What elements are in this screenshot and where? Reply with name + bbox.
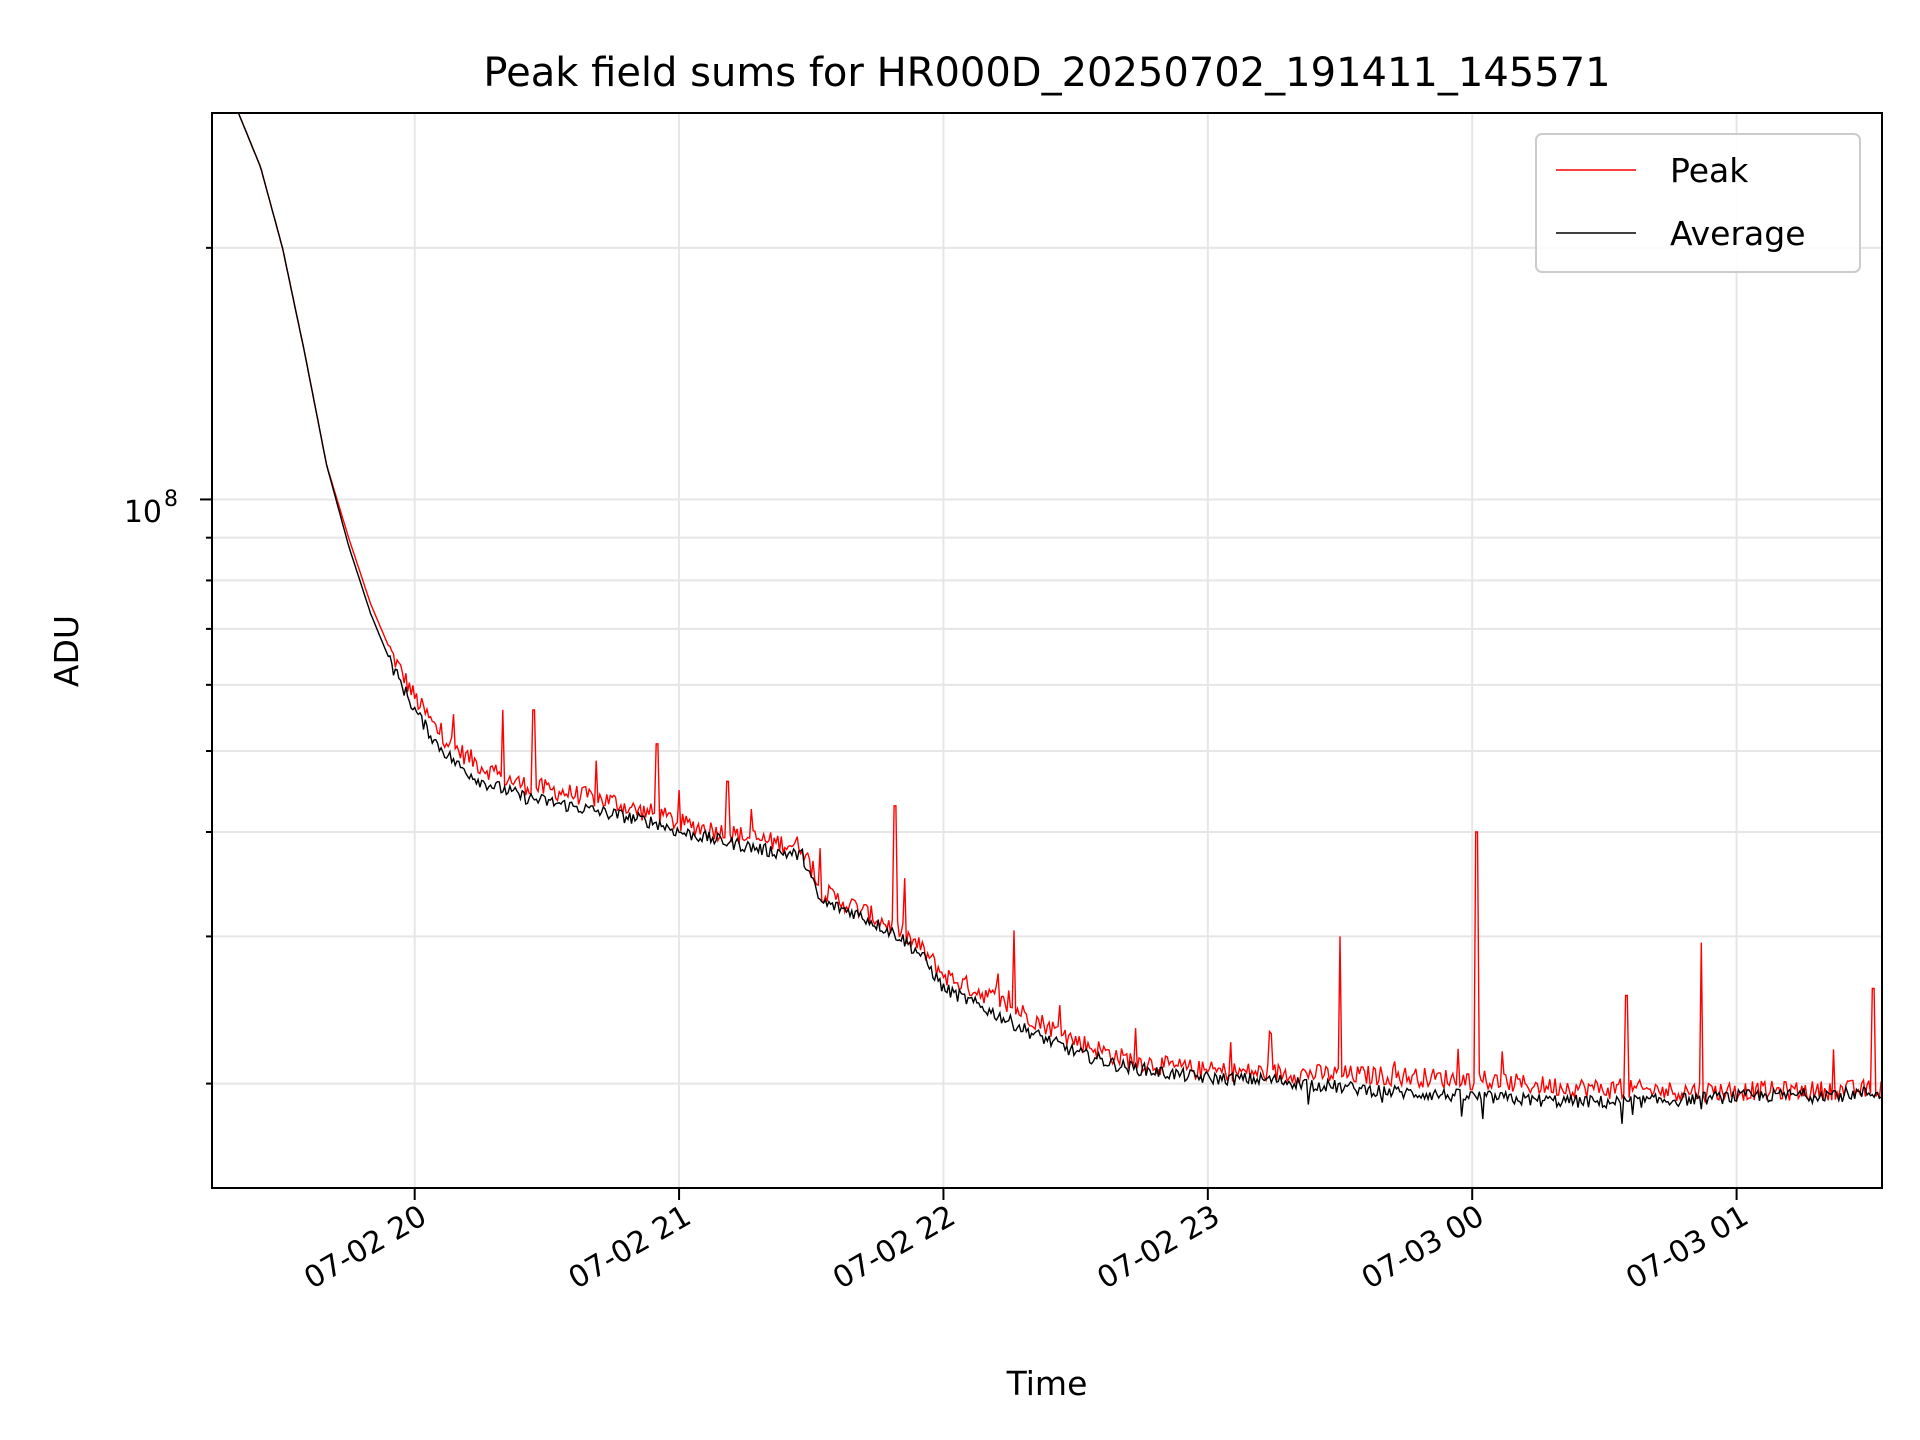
legend-label-peak: Peak xyxy=(1670,151,1749,190)
plot-frame xyxy=(211,112,1883,1189)
grid xyxy=(212,113,1882,1188)
y-tick-exponent: 8 xyxy=(164,487,178,512)
x-tick-label: 07-02 21 xyxy=(563,1199,697,1297)
series-line-average xyxy=(212,113,1882,1124)
x-axis-label: Time xyxy=(1006,1364,1088,1403)
y-axis-label: ADU xyxy=(47,615,86,687)
x-tick-label: 07-02 20 xyxy=(298,1199,432,1297)
y-tick-base: 10 xyxy=(124,495,162,530)
series-line-peak xyxy=(212,113,1882,1104)
legend: Peak Average xyxy=(1535,133,1861,273)
svg-text:10: 10 xyxy=(124,495,162,530)
ticks: 07-02 20 07-02 21 07-02 22 07-02 23 07-03 00… xyxy=(200,246,1755,1297)
x-tick-label: 07-03 00 xyxy=(1356,1199,1490,1297)
x-tick-label: 07-03 01 xyxy=(1620,1199,1754,1297)
chart-title: Peak field sums for HR000D_20250702_1914… xyxy=(483,50,1610,96)
legend-box xyxy=(1535,133,1861,273)
y-tick-label-1e8: 10 8 xyxy=(124,487,178,530)
legend-label-average: Average xyxy=(1670,214,1806,253)
x-tick-label: 07-02 23 xyxy=(1092,1199,1226,1297)
x-tick-label: 07-02 22 xyxy=(827,1199,961,1297)
series-layer xyxy=(212,113,1882,1124)
